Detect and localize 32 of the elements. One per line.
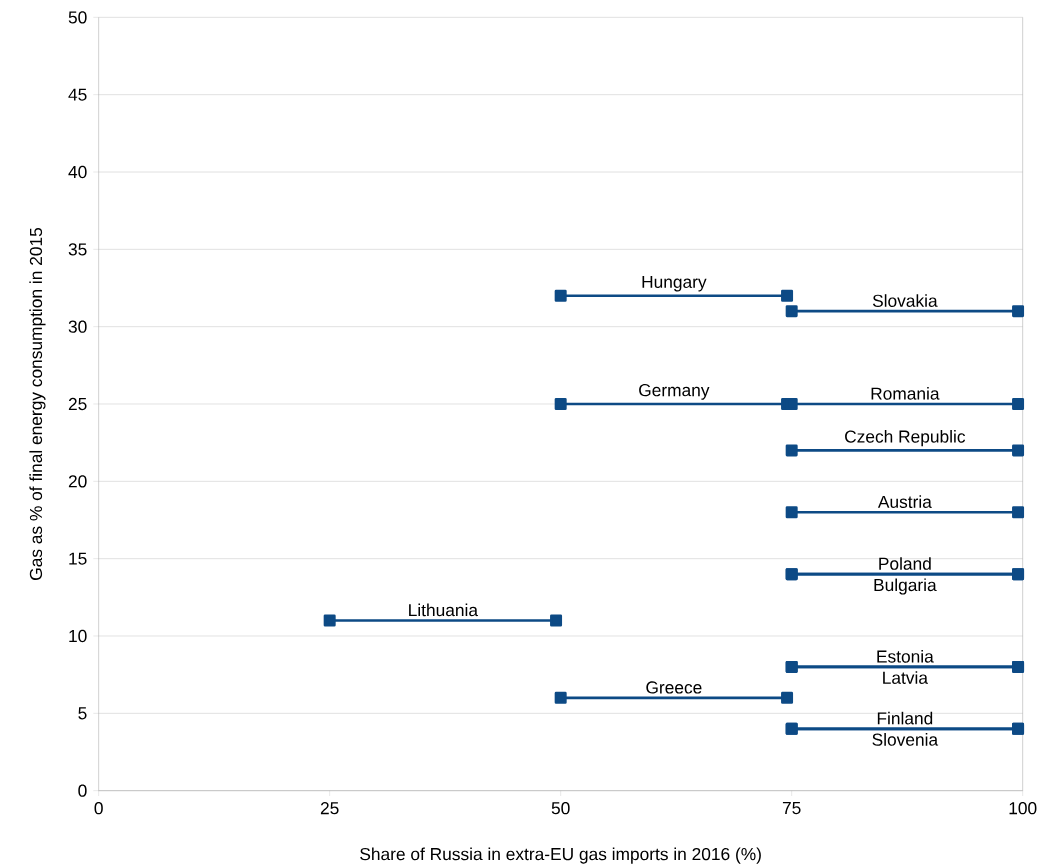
x-tick-label: 75 bbox=[782, 802, 801, 815]
series-label: Germany bbox=[639, 384, 710, 400]
series-label: Romania bbox=[871, 387, 940, 400]
y-tick-label: 50 bbox=[68, 11, 87, 24]
y-tick-label: 30 bbox=[68, 320, 87, 333]
x-tick-label: 50 bbox=[551, 802, 570, 815]
series-label: Finland bbox=[877, 711, 933, 725]
x-tick-label: 0 bbox=[94, 802, 103, 815]
series-label: Hungary bbox=[642, 275, 707, 292]
series-label: Lithuania bbox=[409, 603, 479, 617]
series-label: Austria bbox=[877, 495, 932, 508]
series-label: Bulgaria bbox=[874, 578, 937, 595]
y-tick-label: 15 bbox=[69, 552, 87, 565]
y-tick-label: 20 bbox=[68, 475, 87, 488]
series-label: Greece bbox=[646, 681, 702, 694]
series-label: Czech Republic bbox=[845, 429, 966, 447]
series-label: Estonia bbox=[877, 649, 934, 663]
y-tick-label: 25 bbox=[68, 397, 87, 411]
y-tick-label: 40 bbox=[68, 165, 87, 179]
y-axis-title: Gas as % of final energy consumption in 2015 bbox=[29, 227, 46, 580]
series-label: Poland bbox=[879, 557, 931, 570]
series-label: Slovenia bbox=[872, 733, 939, 746]
y-tick-label: 0 bbox=[78, 784, 87, 797]
y-tick-label: 5 bbox=[78, 707, 87, 720]
y-tick-label: 35 bbox=[68, 243, 87, 256]
y-tick-label: 10 bbox=[69, 629, 87, 643]
x-axis-title: Share of Russia in extra-EU gas imports in 2016 (%) bbox=[360, 847, 761, 864]
x-tick-label: 25 bbox=[320, 802, 339, 815]
series-label: Slovakia bbox=[872, 294, 938, 307]
y-tick-label: 45 bbox=[68, 88, 87, 101]
x-tick-label: 100 bbox=[1009, 802, 1037, 815]
series-label: Latvia bbox=[883, 671, 928, 684]
